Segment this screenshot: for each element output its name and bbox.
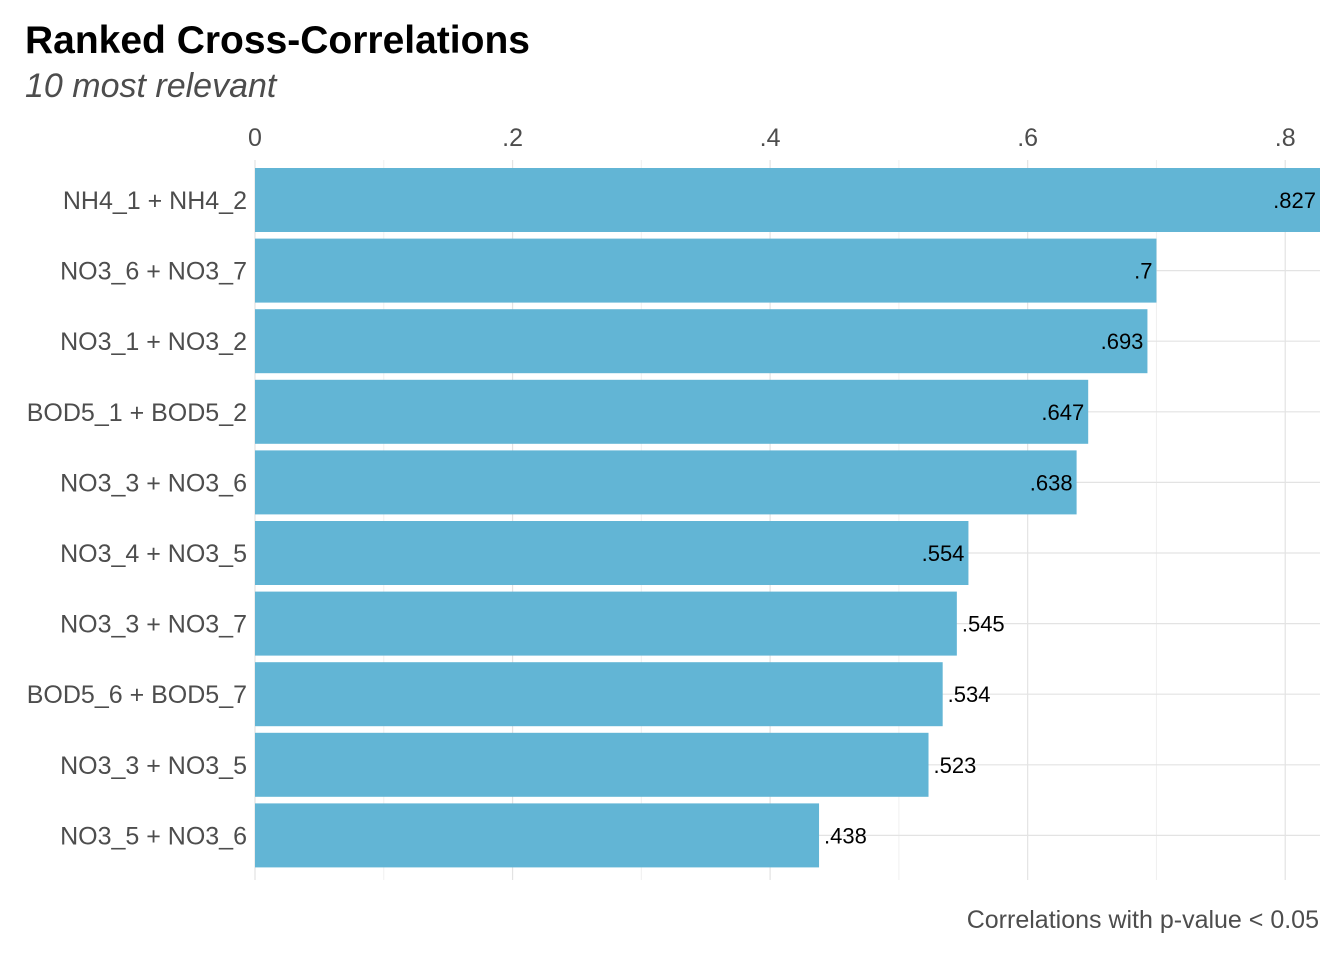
category-label: NO3_3 + NO3_6 — [60, 469, 247, 497]
value-label: .827 — [1273, 188, 1316, 213]
category-label: BOD5_6 + BOD5_7 — [27, 681, 247, 709]
value-label: .554 — [922, 541, 965, 566]
value-label: .7 — [1134, 259, 1152, 284]
category-label: NO3_3 + NO3_5 — [60, 752, 247, 780]
x-axis: 0 .2 .4 .6 .8 — [248, 124, 1296, 152]
x-tick-label: 0 — [248, 124, 262, 152]
category-label: BOD5_1 + BOD5_2 — [27, 399, 247, 427]
bar — [255, 803, 820, 868]
y-axis: NH4_1 + NH4_2 NO3_6 + NO3_7 NO3_1 + NO3_2 B… — [27, 187, 247, 850]
chart-subtitle: 10 most relevant — [25, 67, 278, 105]
value-label: .647 — [1041, 400, 1084, 425]
bar — [255, 379, 1089, 444]
bar — [255, 521, 969, 585]
bar — [255, 168, 1320, 232]
value-label: .545 — [962, 612, 1005, 637]
bar — [255, 309, 1148, 374]
bar — [255, 238, 1157, 303]
x-tick-label: .4 — [760, 124, 781, 152]
value-labels: .827 .7 .693 .647 .638 .554 .545 .534 .523 .438 — [824, 188, 1316, 848]
category-label: NO3_3 + NO3_7 — [60, 611, 247, 639]
value-label: .534 — [948, 682, 991, 707]
category-label: NH4_1 + NH4_2 — [63, 187, 247, 215]
category-label: NO3_1 + NO3_2 — [60, 328, 247, 356]
category-label: NO3_4 + NO3_5 — [60, 540, 247, 568]
bar — [255, 450, 1077, 515]
bar — [255, 591, 957, 656]
chart-title: Ranked Cross-Correlations — [25, 19, 530, 62]
value-label: .523 — [934, 753, 977, 778]
bar — [255, 732, 929, 797]
bar — [255, 662, 943, 727]
value-label: .693 — [1101, 329, 1144, 354]
category-label: NO3_5 + NO3_6 — [60, 822, 247, 850]
category-label: NO3_6 + NO3_7 — [60, 258, 247, 286]
value-label: .638 — [1030, 470, 1073, 495]
chart-caption: Correlations with p-value < 0.05 — [967, 906, 1319, 934]
bars — [255, 168, 1320, 868]
x-tick-label: .8 — [1275, 124, 1296, 152]
x-tick-label: .6 — [1017, 124, 1038, 152]
x-tick-label: .2 — [502, 124, 523, 152]
value-label: .438 — [824, 823, 867, 848]
